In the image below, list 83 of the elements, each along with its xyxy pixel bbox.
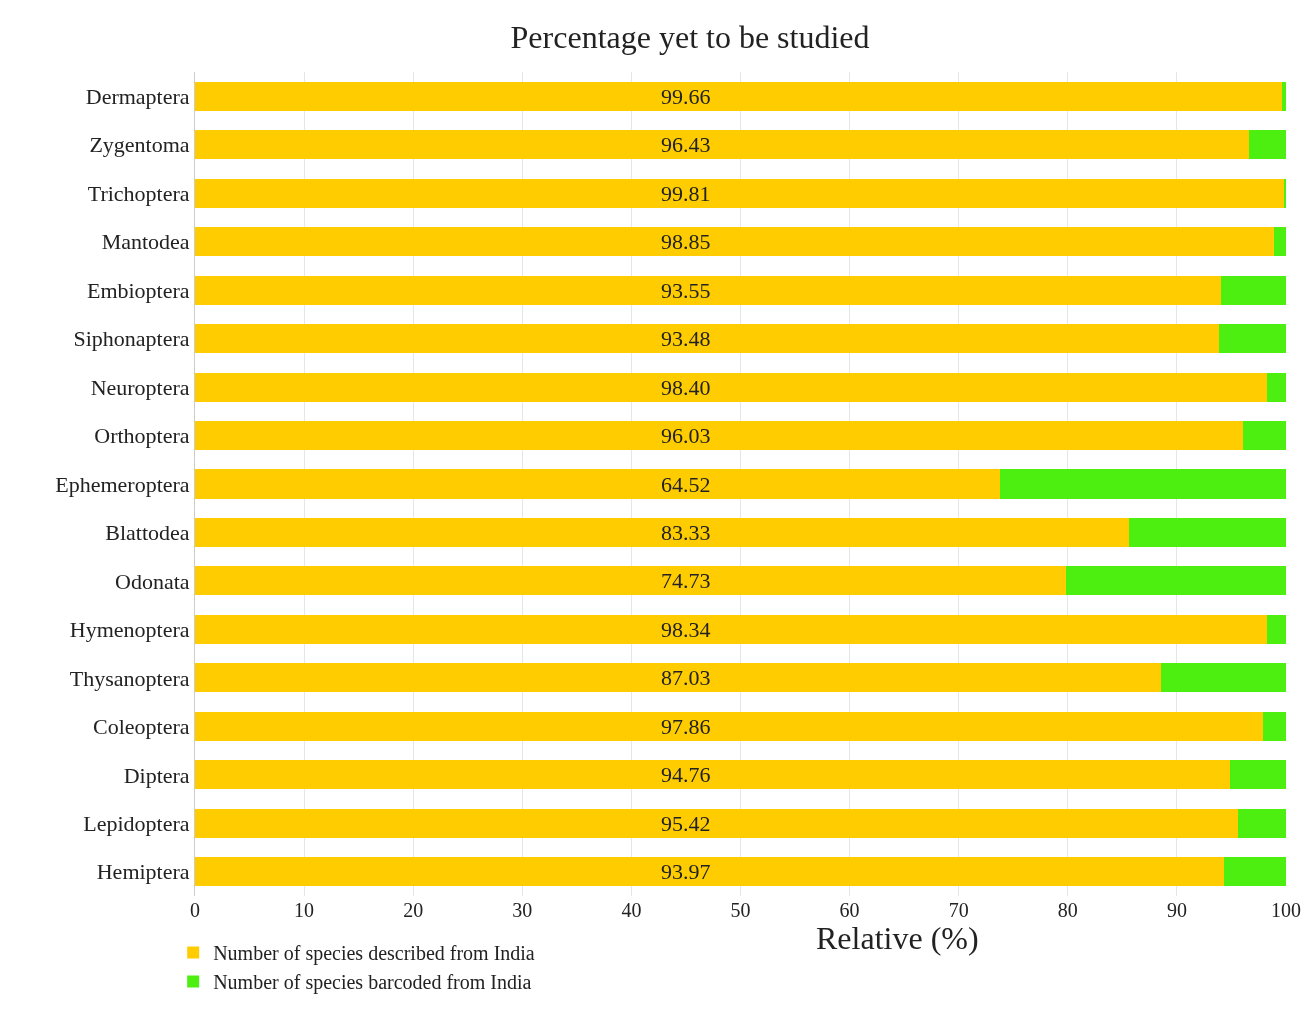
- y-tick-label: Siphonaptera: [73, 326, 190, 352]
- bar: [1220, 275, 1286, 305]
- legend-label: Number of species described from India: [213, 942, 535, 966]
- bar: [1219, 324, 1286, 354]
- bar: [195, 81, 1282, 111]
- legend-label: Number of species barcoded from India: [213, 971, 532, 995]
- bar: [1065, 566, 1286, 596]
- y-tick-label: Zygentoma: [89, 132, 190, 158]
- annotation: 97.86: [661, 714, 711, 739]
- x-tick-label: 20: [403, 899, 424, 921]
- y-tick-label: Blattodea: [105, 520, 190, 546]
- bar: [195, 275, 1221, 305]
- x-tick-label: 10: [294, 899, 315, 921]
- bar: [1223, 857, 1286, 887]
- bar: [195, 324, 1220, 354]
- annotation: 98.40: [661, 375, 711, 400]
- annotation: 96.03: [661, 423, 711, 448]
- bar: [1263, 711, 1286, 741]
- y-tick-label: Hemiptera: [96, 859, 190, 885]
- y-tick-label: Lepidoptera: [83, 810, 190, 836]
- x-tick-label: 30: [512, 899, 533, 921]
- annotation: 98.34: [661, 617, 711, 642]
- annotation: 99.66: [661, 84, 711, 109]
- bar: [195, 178, 1284, 208]
- bar: [1243, 420, 1286, 451]
- x-axis-title: Relative (%): [816, 920, 979, 956]
- bar: [195, 517, 1129, 548]
- bar: [1281, 81, 1286, 111]
- annotation: 96.43: [661, 132, 711, 157]
- x-tick-label: 60: [839, 899, 860, 921]
- bar: [1000, 469, 1286, 499]
- bar: [1267, 372, 1286, 402]
- y-tick-label: Dermaptera: [85, 83, 190, 109]
- annotation: 99.81: [661, 181, 711, 206]
- y-tick-label: Ephemeroptera: [55, 471, 190, 497]
- x-tick-label: 0: [190, 899, 200, 921]
- bar: [1238, 808, 1286, 838]
- bar: [1248, 130, 1286, 160]
- x-tick-label: 50: [730, 899, 751, 921]
- bar: [195, 857, 1224, 887]
- annotation: 87.03: [661, 665, 711, 690]
- bar: [195, 808, 1238, 838]
- y-tick-label: Mantodea: [101, 229, 190, 255]
- bar: [195, 227, 1274, 257]
- y-tick-label: Hymenoptera: [69, 617, 190, 643]
- annotation: 93.97: [661, 859, 711, 884]
- x-tick-label: 80: [1057, 899, 1078, 921]
- bar: [195, 760, 1231, 790]
- y-tick-label: Diptera: [123, 762, 190, 788]
- bar: [195, 130, 1249, 160]
- bar: [195, 420, 1244, 451]
- x-tick-label: 40: [621, 899, 642, 921]
- annotation: 93.48: [661, 326, 711, 351]
- x-tick-label: 70: [948, 899, 969, 921]
- bar: [195, 566, 1066, 596]
- bar: [1230, 760, 1286, 790]
- x-tick-label: 90: [1166, 899, 1187, 921]
- x-tick-label: 100: [1271, 899, 1301, 921]
- y-tick-label: Embioptera: [86, 277, 190, 303]
- y-tick-label: Coleoptera: [93, 714, 190, 740]
- y-tick-label: Orthoptera: [94, 423, 190, 449]
- annotation: 93.55: [661, 278, 711, 303]
- annotation: 64.52: [661, 472, 711, 497]
- chart-title: Percentage yet to be studied: [510, 18, 870, 55]
- y-tick-label: Odonata: [115, 568, 190, 594]
- bar: [1283, 178, 1286, 208]
- annotation: 83.33: [661, 520, 711, 545]
- annotation: 98.85: [661, 229, 711, 254]
- bar: [195, 663, 1161, 693]
- bar: [195, 372, 1268, 402]
- bar: [1274, 227, 1286, 257]
- bar: [1160, 663, 1286, 693]
- y-tick-label: Trichoptera: [87, 180, 190, 206]
- y-tick-label: Thysanoptera: [69, 665, 190, 691]
- bar: [1128, 517, 1286, 548]
- annotation: 74.73: [661, 568, 711, 593]
- bar: [195, 711, 1264, 741]
- annotation: 95.42: [661, 811, 711, 836]
- bar: [195, 469, 1001, 499]
- y-tick-label: Neuroptera: [90, 374, 190, 400]
- bar: [1267, 614, 1286, 644]
- annotation: 94.76: [661, 762, 711, 787]
- bar: [195, 614, 1268, 644]
